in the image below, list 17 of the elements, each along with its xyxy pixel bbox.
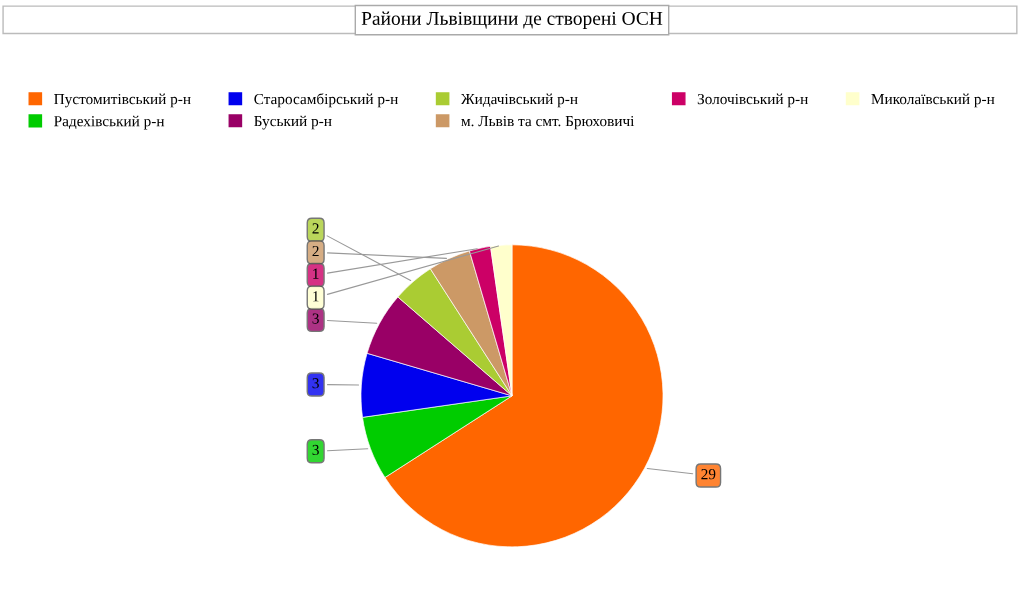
data-label: 3 [312,313,319,324]
legend-label: Старосамбірський р-н [254,93,398,108]
legend-label: Золочівський р-н [697,93,808,108]
legend-label: м. Львів та смт. Брюховичі [461,116,635,130]
data-label: 3 [312,444,319,456]
data-label: 1 [313,268,319,279]
data-label: 2 [312,245,319,257]
legend-label: Радехівський р-н [54,115,165,130]
chart-title: Райони Львівщини де створені ОСН [361,11,663,29]
data-label: 3 [312,378,319,389]
legend-label: Миколаївський р-н [871,93,995,108]
data-label: 29 [701,469,716,480]
data-label: 2 [312,223,319,234]
legend-label: Пустомитівський р-н [54,93,191,108]
data-label: 1 [313,291,319,302]
legend-label: Жидачівський р-н [460,93,578,108]
legend-label: Буський р-н [254,115,332,130]
